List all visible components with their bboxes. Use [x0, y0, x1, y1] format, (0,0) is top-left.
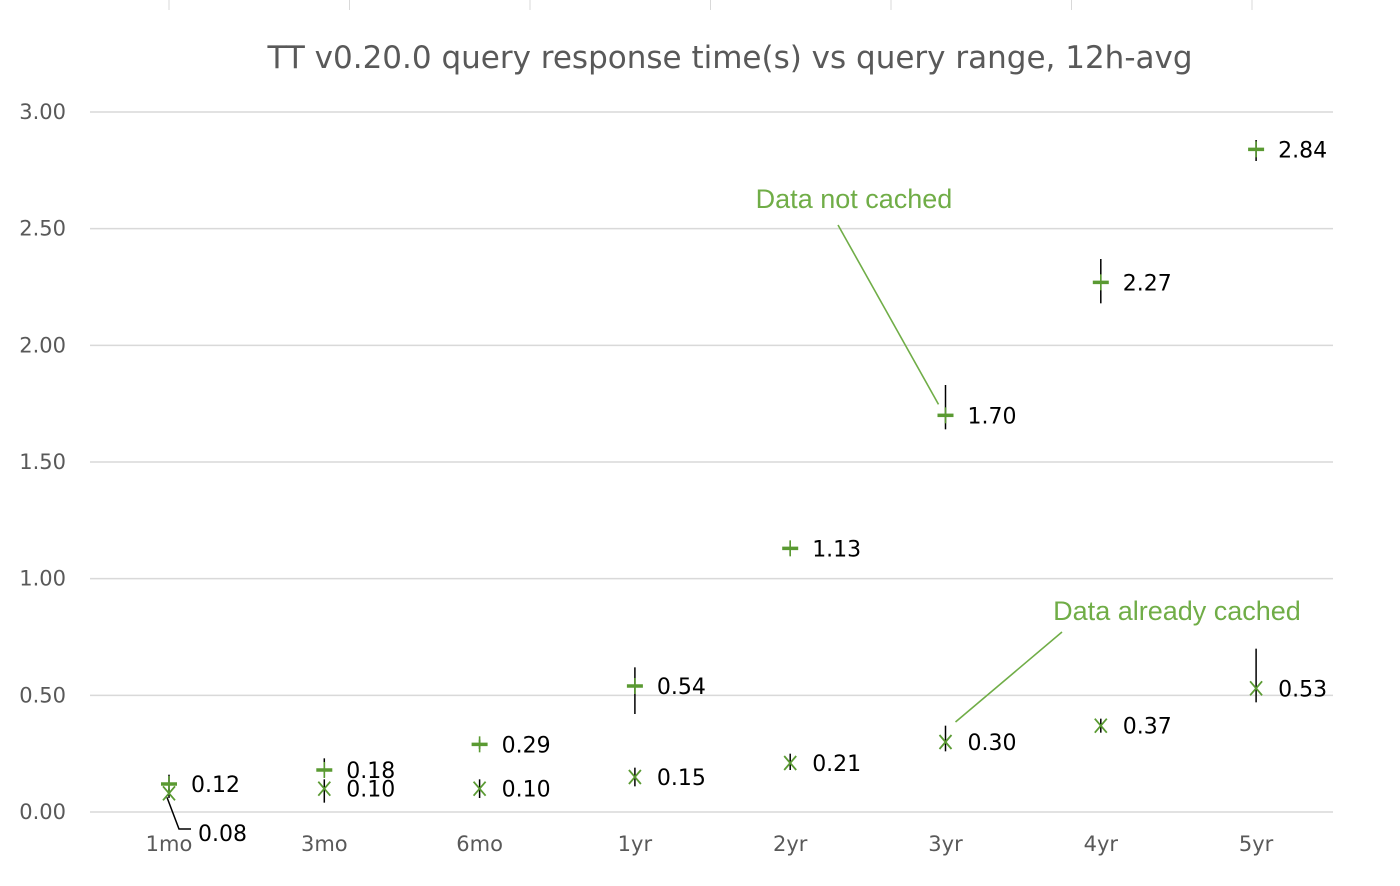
y-tick-label: 0.50: [19, 683, 66, 707]
y-tick-label: 3.00: [19, 100, 66, 124]
data-label: 1.13: [812, 537, 861, 562]
y-tick-label: 1.50: [19, 450, 66, 474]
plus-marker: [782, 540, 799, 557]
y-tick-label: 0.00: [19, 800, 66, 824]
error-bars: [168, 140, 1257, 803]
x-tick-label: 2yr: [773, 832, 808, 856]
data-label: 1.70: [968, 404, 1017, 429]
annotations: Data not cached Data already cached: [756, 184, 1301, 626]
x-marker: [472, 781, 487, 797]
x-tick-labels: 1mo 3mo 6mo 1yr 2yr 3yr 4yr 5yr: [146, 832, 1274, 856]
y-tick-label: 2.00: [19, 333, 66, 357]
data-label: 0.37: [1123, 715, 1172, 740]
annotation-leaders: [166, 224, 1063, 830]
x-tick-label: 3yr: [928, 832, 963, 856]
plus-marker: [471, 736, 488, 753]
plus-marker: [1248, 141, 1265, 158]
y-tick-label: 1.00: [19, 567, 66, 591]
data-labels: 0.12 0.18 0.29 0.54 1.13 1.70 2.27 2.84 0.08 0.10…: [191, 138, 1327, 847]
data-label: 0.29: [502, 733, 551, 758]
data-label: 0.10: [346, 778, 395, 803]
data-label: 0.54: [657, 675, 706, 700]
chart-title: TT v0.20.0 query response time(s) vs que…: [266, 40, 1192, 76]
plus-marker: [161, 776, 177, 792]
x-marker: [628, 769, 642, 785]
x-tick-label: 1yr: [618, 832, 653, 856]
data-label: 0.12: [191, 773, 240, 798]
y-gridlines: [90, 111, 1333, 813]
label-leader-line: [166, 797, 191, 830]
plus-marker: [1092, 274, 1109, 291]
annotation-leader-line: [837, 224, 940, 405]
x-marker: [162, 785, 176, 801]
data-label: 0.08: [198, 822, 247, 847]
data-label: 0.53: [1278, 677, 1327, 702]
data-label: 2.84: [1278, 138, 1327, 163]
x-tick-label: 3mo: [301, 832, 348, 856]
data-markers: [161, 141, 1265, 801]
x-tick-label: 1mo: [146, 832, 193, 856]
data-label: 0.18: [346, 759, 395, 784]
x-marker: [317, 781, 331, 797]
y-tick-label: 2.50: [19, 217, 66, 241]
annotation-leader-line: [954, 631, 1063, 723]
y-tick-labels: 0.00 0.50 1.00 1.50 2.00 2.50 3.00: [19, 100, 66, 824]
x-marker: [1094, 718, 1108, 734]
data-label: 0.15: [657, 766, 706, 791]
data-label: 0.10: [502, 778, 551, 803]
annotation-label: Data not cached: [756, 184, 953, 214]
data-label: 0.21: [812, 752, 861, 777]
x-marker: [1249, 680, 1263, 696]
data-label: 2.27: [1123, 271, 1172, 296]
x-marker: [938, 734, 953, 750]
x-marker: [783, 755, 797, 771]
x-tick-label: 6mo: [456, 832, 503, 856]
x-tick-label: 4yr: [1084, 832, 1119, 856]
plus-marker: [316, 762, 333, 778]
annotation-label: Data already cached: [1053, 596, 1301, 626]
top-border-ticks: [168, 0, 1253, 10]
x-tick-label: 5yr: [1239, 832, 1274, 856]
plus-marker: [937, 407, 954, 424]
data-label: 0.30: [968, 731, 1017, 756]
plus-marker: [626, 678, 643, 694]
